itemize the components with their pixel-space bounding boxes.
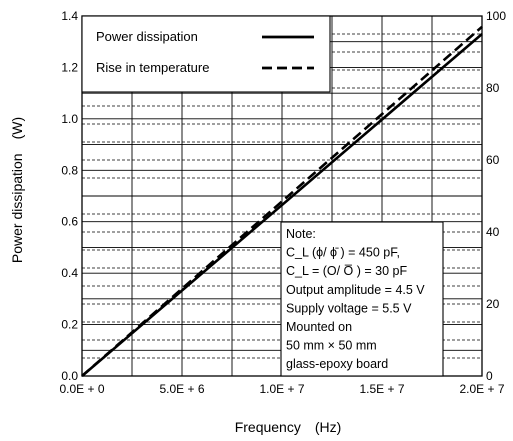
series-line-2 — [81, 25, 483, 377]
tick-labels: 0.0E + 0 5.0E + 6 1.0E + 7 1.5E + 7 2.0E + 7… — [59, 9, 506, 396]
note-line: Supply voltage = 5.5 V — [286, 301, 412, 315]
legend-box — [81, 15, 331, 93]
y2-tick-label: 100 — [486, 9, 506, 23]
legend: Power dissipation Rise in temperature — [81, 15, 331, 93]
y2-tick-label: 40 — [486, 225, 500, 239]
x-tick-label: 1.0E + 7 — [259, 382, 304, 396]
series-layer — [81, 25, 483, 377]
note-line: Note: — [286, 227, 316, 241]
x-tick-label: 2.0E + 7 — [459, 382, 504, 396]
y-tick-label: 1.2 — [61, 60, 78, 74]
x-tick-label: 5.0E + 6 — [159, 382, 204, 396]
y-tick-label: 1.0 — [61, 112, 78, 126]
y-tick-label: 0.4 — [61, 266, 78, 280]
note-line: C_L (ϕ/ ϕ̄ ) = 450 pF, — [286, 246, 400, 260]
y-tick-label: 1.4 — [61, 9, 78, 23]
note-box: Note: C_L (ϕ/ ϕ̄ ) = 450 pF, C_L = (O/ O̅ … — [280, 221, 444, 377]
note-line: Mounted on — [286, 320, 352, 334]
y2-tick-label: 0 — [486, 369, 493, 383]
note-line: 50 mm × 50 mm — [286, 339, 377, 353]
series-line-1 — [81, 33, 483, 377]
y-tick-label: 0.6 — [61, 215, 78, 229]
note-box-frame — [280, 221, 444, 377]
y2-tick-label: 20 — [486, 297, 500, 311]
x-tick-label: 0.0E + 0 — [59, 382, 104, 396]
y2-tick-label: 60 — [486, 153, 500, 167]
y2-tick-label: 80 — [486, 81, 500, 95]
x-axis-label: Frequency (Hz) — [235, 419, 342, 435]
note-line: Output amplitude = 4.5 V — [286, 283, 425, 297]
x-tick-label: 1.5E + 7 — [359, 382, 404, 396]
y-axis-label: Power dissipation (W) — [9, 117, 25, 263]
legend-label: Rise in temperature — [96, 60, 209, 75]
legend-label: Power dissipation — [96, 29, 198, 44]
y-tick-label: 0.0 — [61, 369, 78, 383]
note-line: C_L = (O/ O̅ ) = 30 pF — [286, 264, 407, 278]
y-tick-label: 0.2 — [61, 318, 78, 332]
y-tick-label: 0.8 — [61, 163, 78, 177]
note-line: glass-epoxy board — [286, 357, 388, 371]
